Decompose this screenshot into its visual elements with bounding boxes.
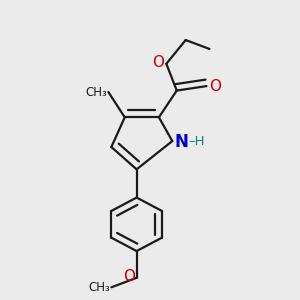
Text: O: O	[152, 56, 164, 70]
Text: CH₃: CH₃	[88, 281, 110, 294]
Text: N: N	[175, 133, 188, 151]
Text: O: O	[123, 269, 135, 284]
Text: O: O	[209, 79, 221, 94]
Text: CH₃: CH₃	[85, 85, 107, 98]
Text: –H: –H	[189, 136, 205, 148]
